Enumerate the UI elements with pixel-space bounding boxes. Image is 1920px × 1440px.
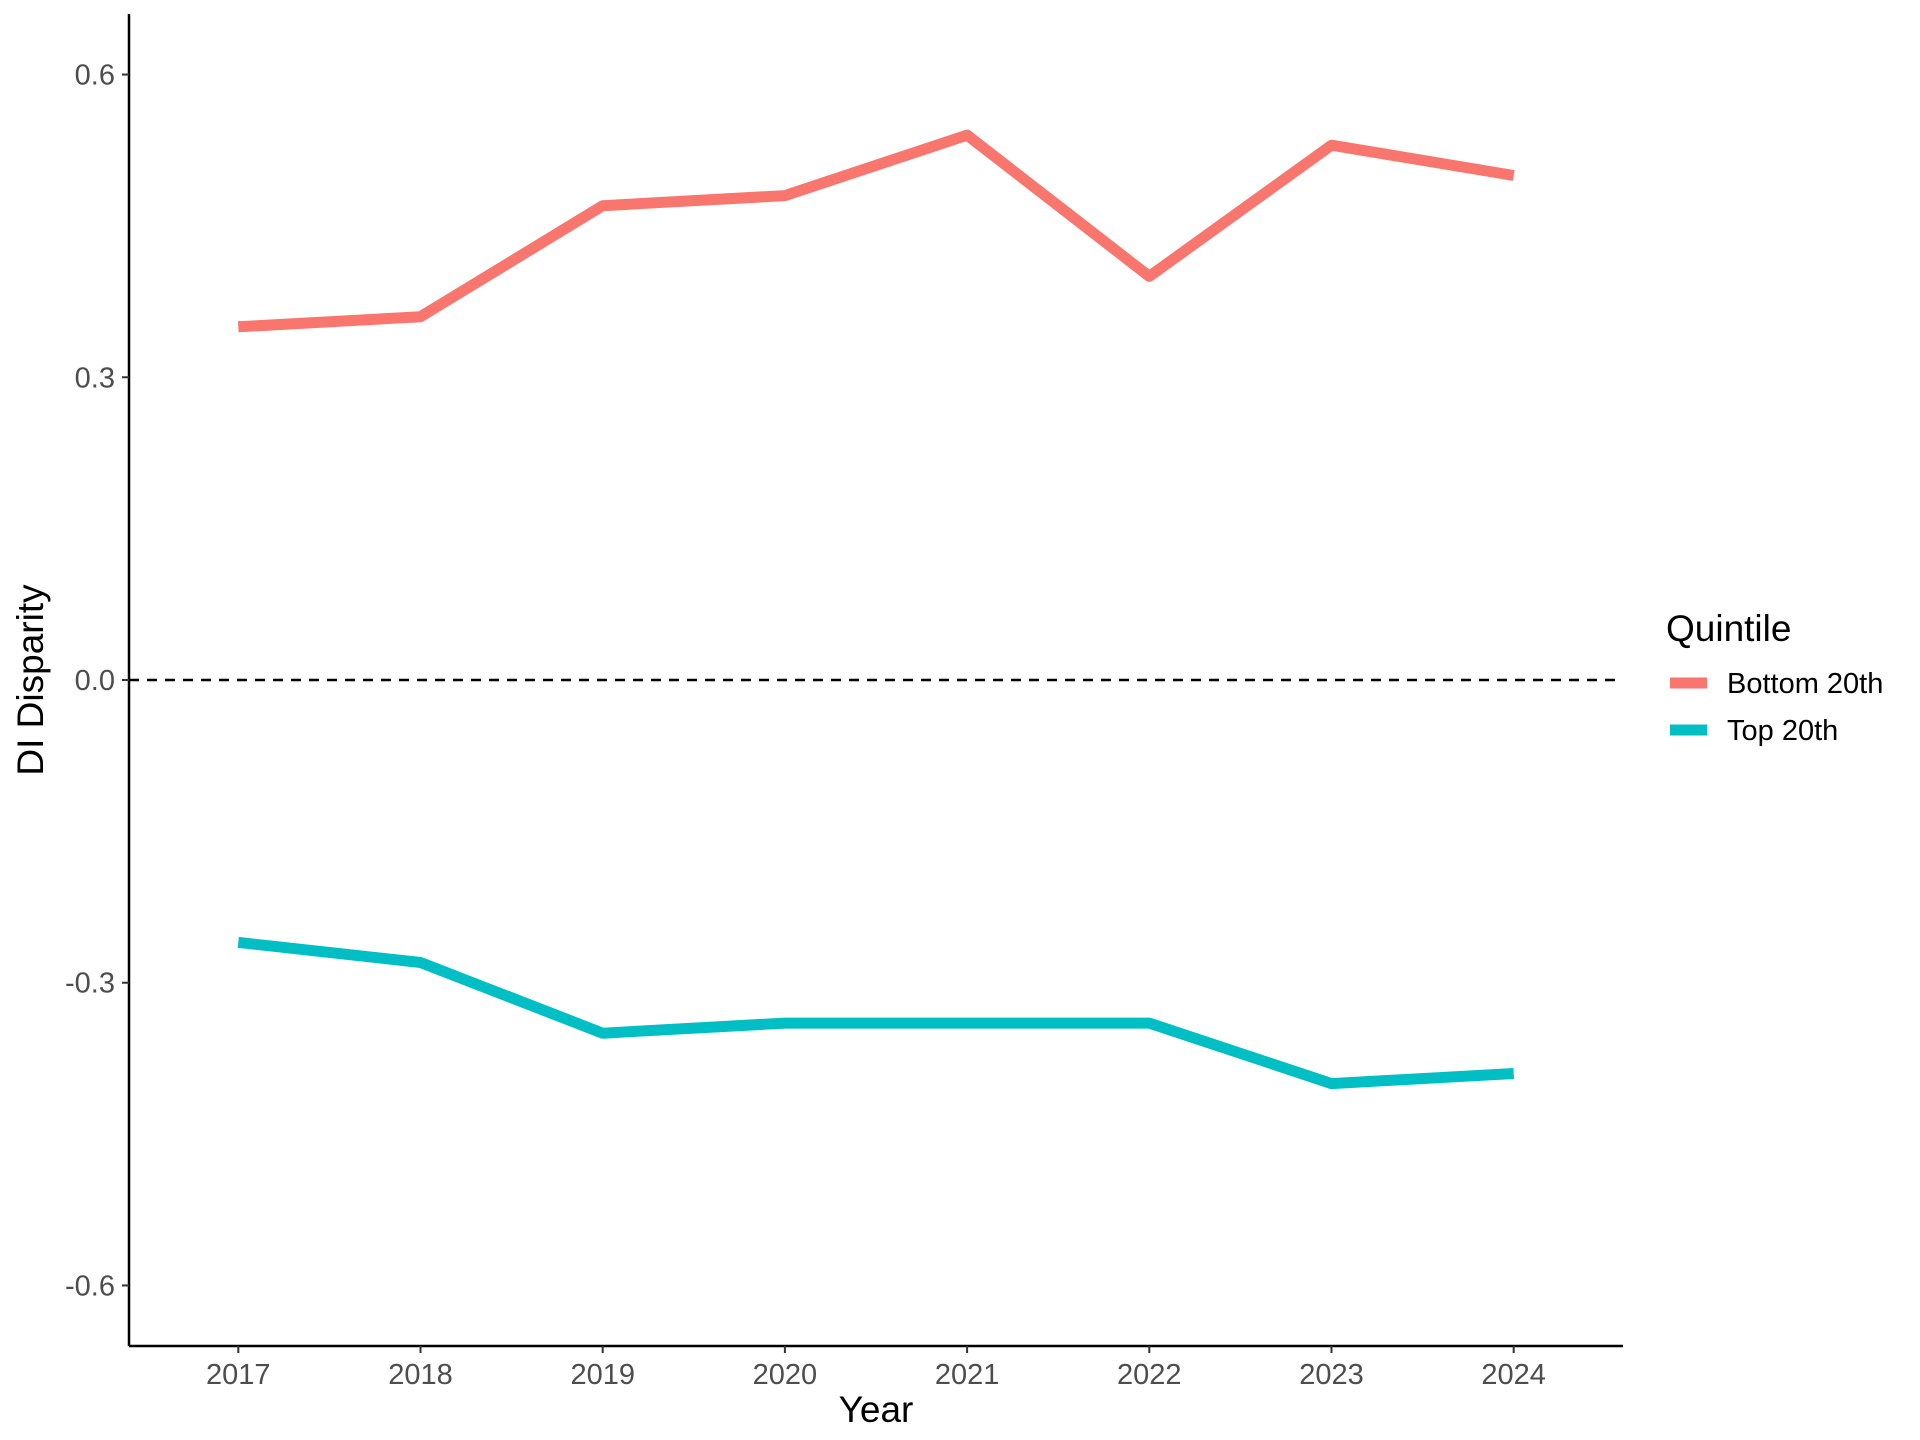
x-tick-label: 2024: [1481, 1359, 1546, 1391]
y-axis-title: DI Disparity: [10, 584, 51, 776]
series-line-bottom-20th: [237, 129, 1515, 333]
x-axis-title: Year: [839, 1389, 914, 1430]
x-tick-label: 2021: [935, 1359, 1000, 1391]
y-tick-label: 0.6: [75, 60, 115, 92]
x-tick-label: 2018: [388, 1359, 453, 1391]
legend-title: Quintile: [1666, 608, 1791, 649]
legend: Quintile Bottom 20th Top 20th: [1666, 608, 1883, 747]
x-tick-label: 2020: [753, 1359, 818, 1391]
x-tick-label: 2019: [570, 1359, 635, 1391]
tick-layer: -0.6 -0.3 0.0 0.3 0.6 2017 2018 2019 2020 2021 202…: [65, 60, 1546, 1391]
y-tick-label: 0.0: [75, 665, 115, 697]
series-line-top-20th: [237, 936, 1515, 1090]
legend-items: Bottom 20th Top 20th: [1670, 668, 1883, 747]
series-layer: [237, 129, 1515, 1090]
y-tick-label: 0.3: [75, 362, 115, 394]
x-tick-label: 2023: [1299, 1359, 1364, 1391]
legend-label-bottom-20th: Bottom 20th: [1727, 668, 1883, 700]
x-tick-label: 2017: [206, 1359, 271, 1391]
legend-label-top-20th: Top 20th: [1727, 715, 1838, 747]
x-tick-label: 2022: [1117, 1359, 1182, 1391]
y-tick-label: -0.6: [65, 1270, 115, 1302]
y-tick-label: -0.3: [65, 968, 115, 1000]
